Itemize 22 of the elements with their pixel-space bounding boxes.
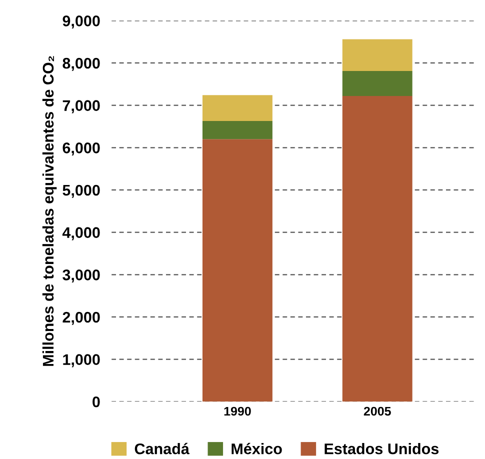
legend-label: México	[232, 442, 282, 454]
bar	[342, 39, 412, 72]
y-tick-label: 3,000	[62, 270, 100, 283]
y-tick-label: 9,000	[62, 16, 100, 29]
y-tick-label: 4,000	[62, 227, 100, 240]
legend-label: Estados Unidos	[324, 443, 439, 454]
bar	[342, 96, 412, 402]
y-tick-label: 2,000	[62, 312, 100, 325]
y-tick-label: 7,000	[62, 100, 100, 114]
y-tick-label: 8,000	[62, 58, 100, 71]
x-tick-label: 1990	[224, 406, 251, 416]
bar	[202, 139, 272, 402]
legend-label: Canadá	[134, 442, 190, 454]
y-tick-label: 0	[92, 396, 100, 408]
bar	[202, 95, 272, 121]
y-tick-label: 5,000	[62, 184, 100, 198]
bar	[202, 120, 272, 140]
y-tick-label: 6,000	[62, 142, 100, 156]
y-axis-title: Millones de toneladas equivalentes de CO₂	[42, 56, 57, 366]
x-tick-label: 2005	[364, 406, 391, 416]
y-tick-label: 1,000	[63, 354, 100, 368]
bar	[342, 71, 412, 96]
